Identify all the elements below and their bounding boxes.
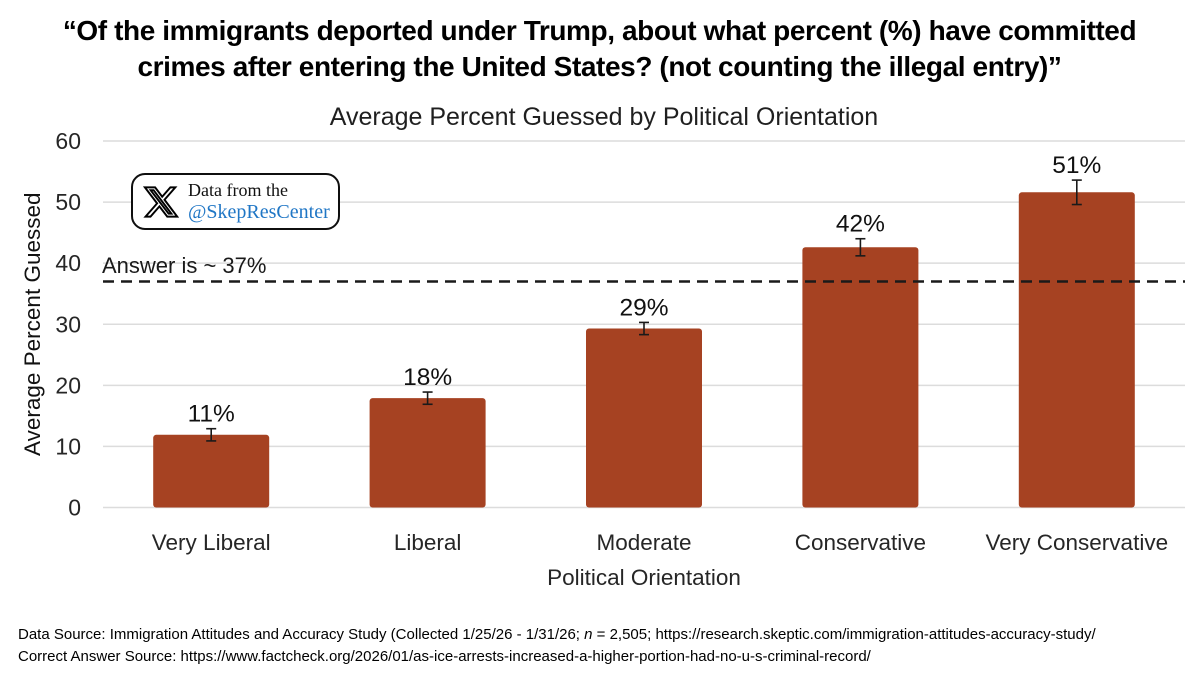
data-source-badge: Data from the @SkepResCenter [131, 173, 340, 230]
question-title: “Of the immigrants deported under Trump,… [0, 13, 1199, 85]
x-axis-title: Political Orientation [547, 565, 741, 590]
reference-line-label: Answer is ~ 37% [102, 253, 267, 278]
answer-source-line: Correct Answer Source: https://www.factc… [18, 648, 871, 665]
question-title-line1: “Of the immigrants deported under Trump,… [62, 15, 1137, 46]
bar-very-liberal [153, 434, 270, 508]
x-tick-label-very-liberal: Very Liberal [152, 530, 271, 555]
y-tick-label-30: 30 [55, 311, 81, 337]
badge-handle: @SkepResCenter [188, 200, 330, 223]
bar-conservative [802, 247, 919, 508]
y-tick-label-10: 10 [55, 433, 81, 459]
x-tick-label-liberal: Liberal [394, 530, 462, 555]
x-logo-icon [143, 183, 179, 221]
y-tick-label-40: 40 [55, 250, 81, 276]
value-label-very-liberal: 11% [188, 401, 235, 428]
value-label-liberal: 18% [403, 364, 452, 391]
badge-text: Data from the @SkepResCenter [188, 180, 330, 224]
data-source-line: Data Source: Immigration Attitudes and A… [18, 626, 1096, 643]
bar-liberal [369, 398, 486, 508]
value-label-conservative: 42% [836, 211, 885, 238]
y-tick-label-50: 50 [55, 189, 81, 215]
source-footer: Data Source: Immigration Attitudes and A… [18, 624, 1096, 668]
bar-moderate [586, 328, 702, 508]
x-tick-label-moderate: Moderate [596, 530, 691, 555]
question-title-line2: crimes after entering the United States?… [137, 51, 1062, 82]
y-tick-label-20: 20 [55, 372, 81, 398]
y-tick-label-0: 0 [68, 495, 81, 521]
y-tick-label-60: 60 [55, 128, 81, 154]
value-label-very-conservative: 51% [1052, 152, 1101, 179]
bar-very-conservative [1018, 192, 1135, 508]
y-axis-title: Average Percent Guessed [20, 193, 45, 457]
badge-caption: Data from the [188, 179, 288, 200]
x-tick-label-very-conservative: Very Conservative [986, 530, 1169, 555]
chart-title: Average Percent Guessed by Political Ori… [329, 103, 879, 131]
x-tick-label-conservative: Conservative [795, 530, 926, 555]
value-label-moderate: 29% [619, 294, 668, 321]
